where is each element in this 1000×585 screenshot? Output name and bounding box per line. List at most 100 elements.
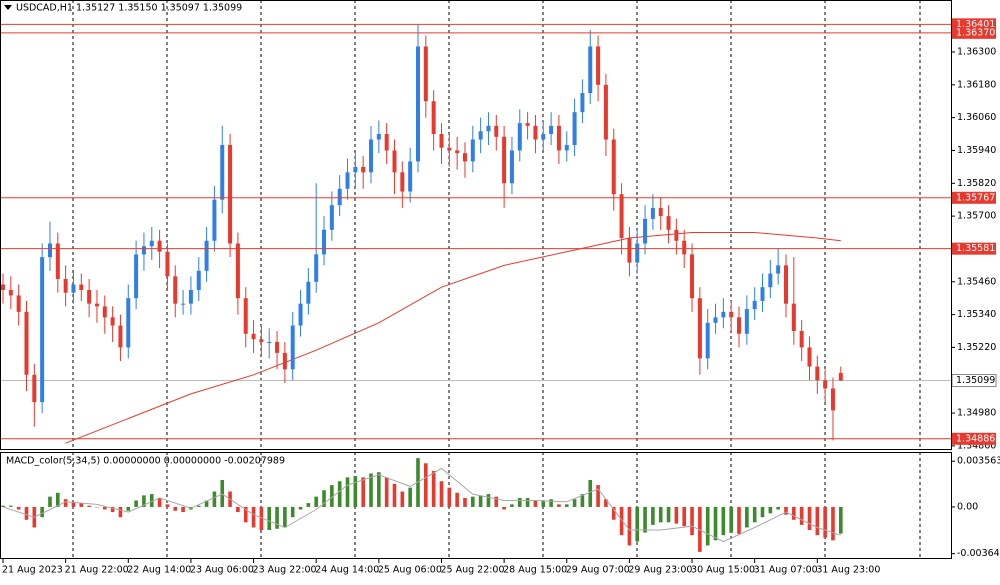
pane-frames bbox=[0, 0, 952, 559]
macd-bar bbox=[212, 491, 217, 507]
x-tick-label: 31 Aug 23:00 bbox=[816, 565, 880, 576]
macd-bar bbox=[142, 495, 146, 507]
x-tick-label: 28 Aug 15:00 bbox=[503, 565, 567, 576]
macd-bar bbox=[416, 458, 420, 507]
candle-body bbox=[619, 194, 624, 238]
macd-bar bbox=[471, 496, 475, 507]
candle-body bbox=[729, 311, 734, 318]
macd-bar bbox=[502, 506, 506, 510]
macd-bar bbox=[651, 506, 655, 525]
candle-body bbox=[55, 243, 60, 280]
y-tick-label: 1.35220 bbox=[957, 342, 996, 353]
x-tick-label: 29 Aug 23:00 bbox=[628, 565, 692, 576]
macd-bar bbox=[619, 506, 624, 536]
macd-bar bbox=[643, 506, 647, 533]
candle-body bbox=[235, 243, 240, 299]
macd-bar bbox=[79, 503, 84, 507]
candle-body bbox=[478, 131, 483, 140]
period-separators bbox=[72, 0, 921, 558]
candle-body bbox=[564, 144, 569, 151]
candle-body bbox=[212, 199, 217, 241]
candle-body bbox=[32, 374, 37, 403]
candle-body bbox=[494, 125, 499, 137]
macd-bar bbox=[792, 506, 796, 520]
macd-bar bbox=[251, 506, 256, 528]
candle-body bbox=[666, 216, 671, 230]
candle-body bbox=[486, 125, 491, 132]
macd-signal bbox=[2, 467, 841, 543]
candle-body bbox=[721, 311, 726, 318]
macd-bar bbox=[455, 492, 459, 507]
candle-body bbox=[24, 311, 29, 375]
candle-body bbox=[431, 101, 436, 135]
candle-body bbox=[8, 289, 13, 296]
candle-body bbox=[47, 243, 52, 258]
candle-body bbox=[674, 229, 679, 241]
candle-body bbox=[87, 289, 92, 304]
macd-bar bbox=[1, 505, 5, 507]
price-pane bbox=[0, 23, 951, 444]
macd-bar bbox=[611, 506, 616, 520]
macd-bar bbox=[447, 487, 452, 507]
y-tick-label: 1.35460 bbox=[957, 276, 996, 287]
chart-title: USDCAD,H1 1.35127 1.35150 1.35097 1.3509… bbox=[16, 3, 242, 14]
candle-body bbox=[94, 303, 99, 307]
candle-body bbox=[690, 254, 695, 299]
candle-body bbox=[306, 281, 311, 304]
menu-arrow[interactable] bbox=[4, 5, 12, 10]
macd-bar bbox=[369, 473, 373, 507]
macd-bar bbox=[674, 506, 679, 524]
candle-body bbox=[118, 325, 123, 348]
candle-body bbox=[838, 372, 843, 381]
x-tick-label: 23 Aug 22:00 bbox=[253, 565, 317, 576]
macd-bar bbox=[384, 477, 389, 507]
macd-bar bbox=[337, 481, 342, 507]
level-tag bbox=[952, 191, 996, 204]
macd-bar bbox=[463, 497, 467, 507]
candle-body bbox=[298, 303, 303, 326]
macd-bar bbox=[16, 506, 21, 510]
macd-bar bbox=[345, 477, 350, 507]
macd-pane bbox=[1, 458, 843, 552]
candle-body bbox=[369, 139, 374, 173]
candle-body bbox=[791, 303, 796, 332]
candle-body bbox=[196, 270, 201, 290]
macd-bar bbox=[181, 506, 185, 513]
y-tick-label: 1.34860 bbox=[957, 440, 996, 451]
level-tag bbox=[952, 26, 996, 39]
x-tick-label: 29 Aug 07:00 bbox=[566, 565, 630, 576]
candle-body bbox=[815, 366, 820, 381]
candle-body bbox=[580, 93, 585, 113]
candle-body bbox=[251, 333, 256, 340]
x-tick-label: 31 Aug 07:00 bbox=[754, 565, 818, 576]
candle-body bbox=[517, 123, 522, 151]
macd-bar bbox=[698, 506, 702, 552]
macd-bar bbox=[439, 481, 444, 507]
macd-bar bbox=[721, 506, 726, 536]
macd-bar bbox=[658, 506, 663, 523]
candle-body bbox=[603, 84, 608, 140]
candle-body bbox=[752, 300, 757, 310]
candle-body bbox=[525, 123, 530, 126]
candle-body bbox=[556, 125, 561, 151]
candle-body bbox=[353, 166, 358, 173]
candle-body bbox=[392, 150, 397, 173]
y-tick-label: 1.36180 bbox=[957, 79, 996, 90]
macd-bar bbox=[572, 499, 577, 507]
x-tick-label: 21 Aug 22:00 bbox=[65, 565, 129, 576]
macd-bar bbox=[596, 485, 600, 507]
macd-bar bbox=[408, 487, 412, 507]
candle-body bbox=[408, 161, 413, 192]
candle-body bbox=[267, 341, 272, 343]
candle-body bbox=[102, 306, 107, 318]
macd-bar bbox=[486, 494, 491, 507]
candle-body bbox=[596, 46, 601, 85]
y-tick-label: 1.36300 bbox=[957, 46, 996, 57]
candle-body bbox=[541, 134, 546, 140]
macd-bar bbox=[353, 476, 358, 507]
macd-bar bbox=[377, 472, 381, 507]
macd-bar bbox=[157, 497, 162, 507]
candle-body bbox=[16, 295, 21, 312]
